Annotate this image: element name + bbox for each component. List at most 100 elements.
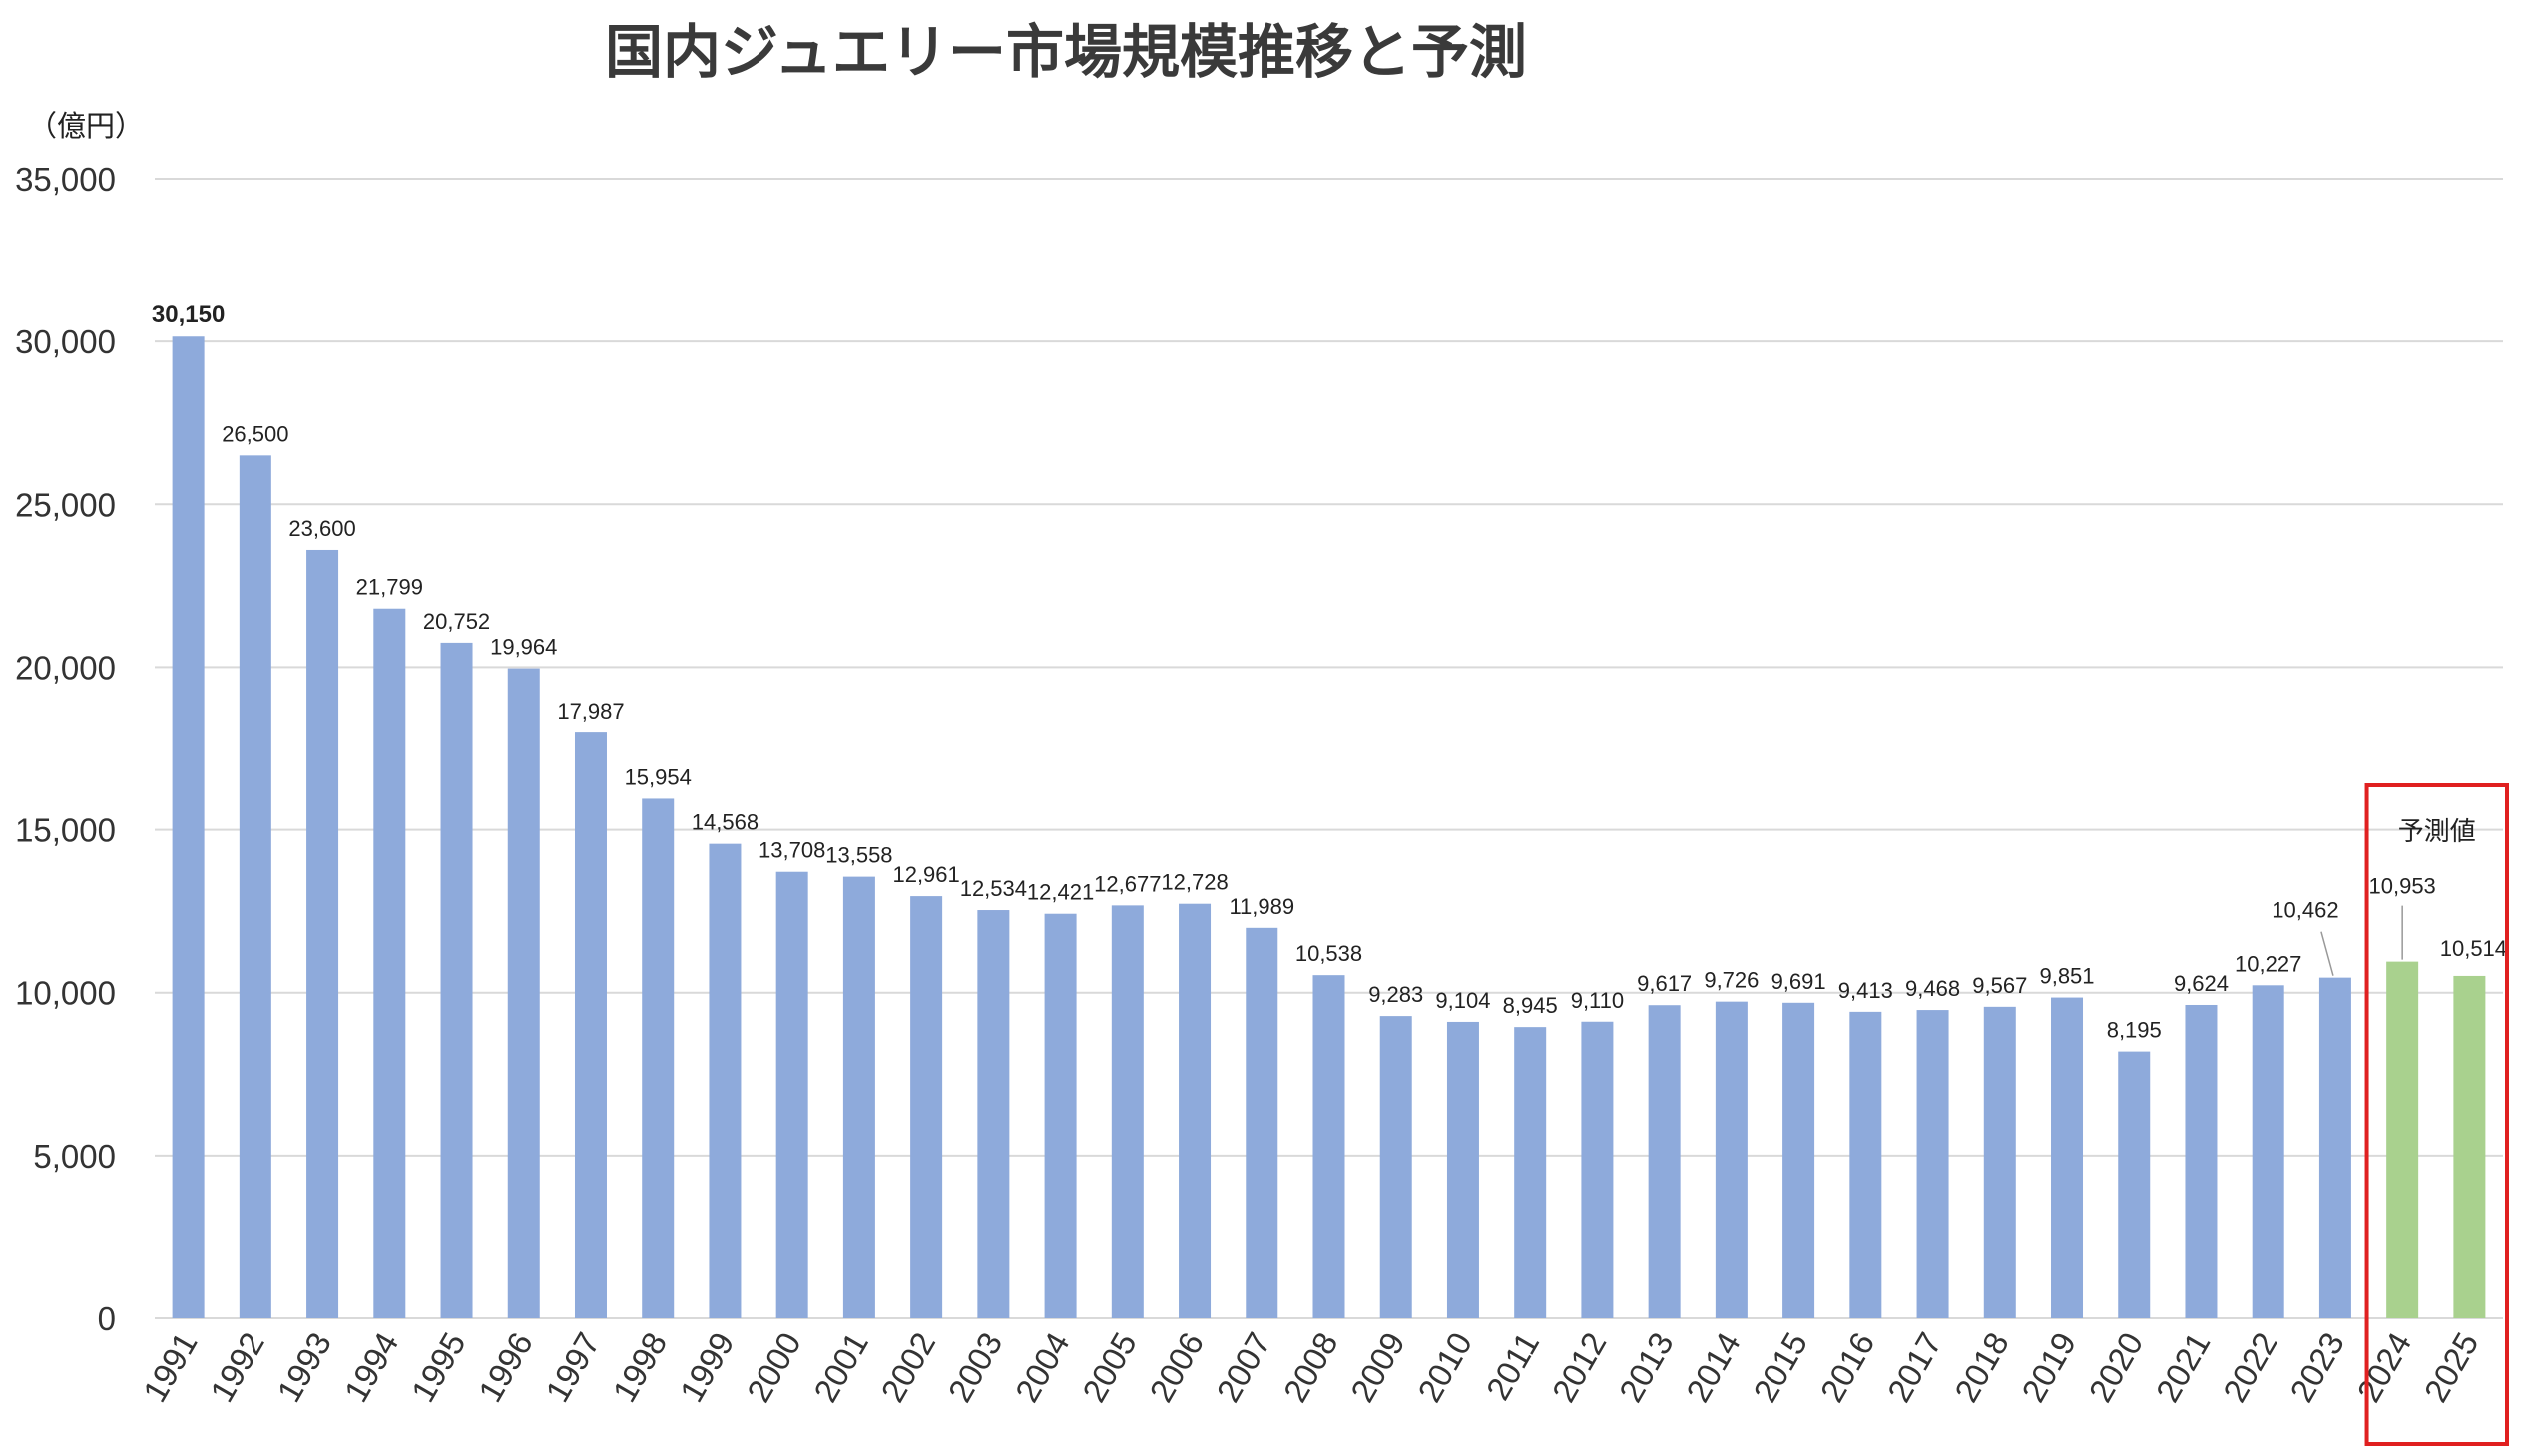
bar	[1916, 1010, 1949, 1318]
x-tick-label: 2005	[1075, 1326, 1144, 1408]
bar	[1648, 1005, 1681, 1318]
x-tick-label: 2025	[2417, 1326, 2486, 1408]
x-tick-label: 2019	[2014, 1326, 2083, 1408]
y-tick-label: 10,000	[15, 975, 116, 1012]
bar	[1044, 913, 1077, 1318]
bar	[373, 608, 406, 1318]
bar	[507, 668, 540, 1318]
x-tick-label: 2022	[2216, 1326, 2284, 1408]
data-label: 10,514	[2440, 936, 2507, 961]
data-label: 9,617	[1637, 971, 1692, 996]
data-label: 12,534	[960, 876, 1027, 901]
bar	[709, 843, 742, 1318]
bar	[1849, 1011, 1882, 1318]
data-label: 9,851	[2039, 964, 2094, 989]
x-tick-label: 2007	[1210, 1326, 1278, 1408]
x-tick-label: 2003	[941, 1326, 1010, 1408]
data-label: 13,558	[825, 843, 892, 868]
leader-line	[2320, 931, 2334, 976]
bar	[842, 876, 875, 1318]
data-label: 17,987	[557, 699, 624, 724]
bars	[172, 336, 2486, 1319]
bar	[2386, 961, 2419, 1318]
bar	[1514, 1027, 1547, 1318]
data-label: 8,195	[2107, 1018, 2162, 1043]
y-tick-label: 25,000	[15, 486, 116, 523]
y-tick-label: 20,000	[15, 649, 116, 686]
bar	[440, 642, 473, 1318]
x-tick-label: 2010	[1410, 1326, 1479, 1408]
bar	[1246, 927, 1278, 1318]
x-tick-label: 2023	[2282, 1326, 2351, 1408]
data-label: 23,600	[288, 516, 355, 541]
bar	[1179, 903, 1212, 1318]
forecast-label: 予測値	[2398, 817, 2476, 847]
x-tick-label: 2001	[806, 1326, 875, 1408]
data-label: 8,945	[1503, 993, 1558, 1018]
data-label: 26,500	[222, 421, 288, 446]
data-label: 9,567	[1972, 973, 2027, 998]
data-label: 10,953	[2369, 874, 2436, 899]
x-tick-label: 2008	[1276, 1326, 1345, 1408]
x-tick-label: 2024	[2349, 1326, 2418, 1408]
bar	[1111, 905, 1144, 1318]
x-tick-label: 2016	[1813, 1326, 1882, 1408]
data-label: 9,283	[1368, 982, 1423, 1007]
data-label: 21,799	[356, 575, 423, 600]
bar	[239, 455, 271, 1318]
data-label: 12,728	[1161, 870, 1228, 895]
x-tick-label: 2000	[740, 1326, 808, 1408]
y-tick-label: 0	[98, 1300, 116, 1337]
bar	[2118, 1051, 2151, 1318]
bar	[1312, 975, 1345, 1318]
bar	[1715, 1001, 1748, 1318]
bar	[910, 896, 943, 1318]
y-tick-label: 35,000	[15, 161, 116, 198]
data-label: 12,961	[892, 862, 959, 887]
data-label: 9,691	[1771, 969, 1826, 994]
x-axis-ticks: 1991199219931994199519961997199819992000…	[136, 1326, 2486, 1408]
chart-title: 国内ジュエリー市場規模推移と予測	[605, 18, 1527, 86]
bar	[2051, 997, 2084, 1318]
data-label: 30,150	[152, 301, 225, 328]
x-tick-label: 2015	[1746, 1326, 1814, 1408]
data-label: 20,752	[423, 609, 490, 634]
data-label: 10,538	[1295, 941, 1362, 966]
data-label: 11,989	[1229, 894, 1294, 919]
x-tick-label: 1991	[136, 1326, 205, 1408]
x-tick-label: 2011	[1479, 1326, 1547, 1406]
x-tick-label: 1993	[269, 1326, 338, 1408]
y-tick-label: 15,000	[15, 812, 116, 849]
x-tick-label: 1996	[471, 1326, 540, 1408]
x-tick-label: 1998	[606, 1326, 675, 1408]
y-axis-ticks: 0 5,000 10,000 15,000 20,000 25,000 30,000 35,0…	[15, 161, 116, 1337]
bar	[1581, 1021, 1614, 1318]
x-tick-label: 2004	[1008, 1326, 1077, 1408]
data-label: 9,413	[1838, 978, 1893, 1003]
forecast-box	[2364, 783, 2510, 1446]
y-tick-label: 30,000	[15, 323, 116, 360]
x-tick-label: 2009	[1343, 1326, 1412, 1408]
bar	[1782, 1002, 1815, 1318]
data-label: 13,708	[759, 838, 825, 863]
y-tick-label: 5,000	[33, 1138, 116, 1175]
data-label: 10,227	[2235, 951, 2301, 976]
forecast-annotation: 予測値	[2364, 783, 2510, 1446]
data-label: 9,110	[1571, 988, 1624, 1013]
x-tick-label: 2012	[1545, 1326, 1614, 1408]
data-label: 10,462	[2272, 898, 2338, 923]
data-label: 19,964	[490, 635, 557, 660]
x-tick-label: 2014	[1679, 1326, 1748, 1408]
x-tick-label: 1997	[538, 1326, 607, 1408]
y-axis-unit-label: （億円）	[28, 109, 144, 143]
bar	[977, 910, 1010, 1318]
bar	[642, 798, 675, 1318]
x-tick-label: 1999	[673, 1326, 742, 1408]
x-tick-label: 2020	[2082, 1326, 2151, 1408]
bar	[775, 871, 808, 1318]
bar	[574, 732, 607, 1318]
x-tick-label: 2021	[2149, 1326, 2218, 1408]
x-tick-label: 1992	[203, 1326, 271, 1408]
